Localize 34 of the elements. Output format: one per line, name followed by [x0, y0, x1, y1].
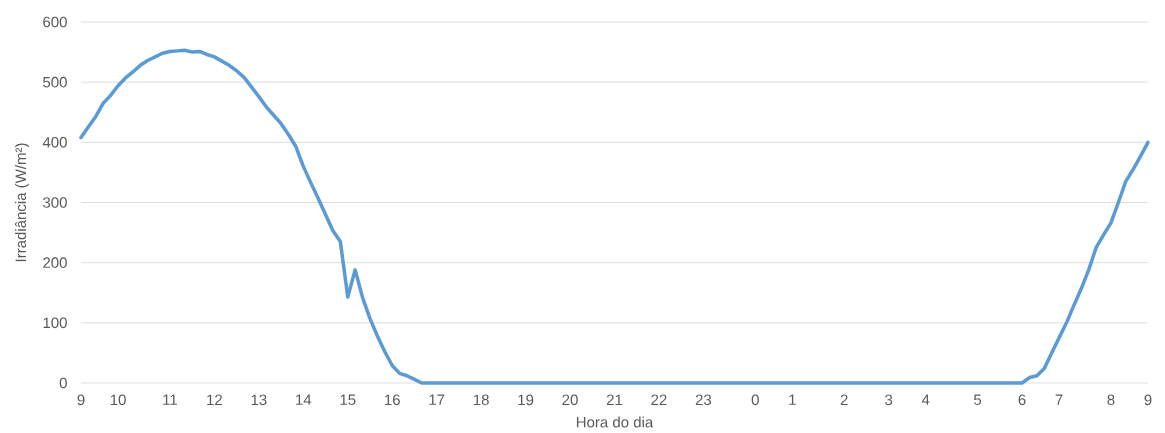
x-tick-label: 7	[1055, 394, 1063, 405]
y-tick-label: 0	[59, 377, 67, 389]
y-tick-label: 500	[43, 76, 67, 88]
x-tick-label: 9	[77, 394, 85, 406]
x-axis-title: Hora do dia	[576, 416, 654, 428]
x-tick-label: 23	[695, 394, 712, 406]
y-tick-label: 200	[43, 257, 67, 268]
x-tick-label: 2	[840, 394, 848, 405]
x-tick-label: 10	[110, 394, 126, 406]
y-axis-title: Irradiância (W/m²)	[15, 143, 30, 262]
x-tick-label: 18	[473, 394, 489, 406]
x-tick-label: 12	[207, 394, 222, 405]
x-tick-label: 14	[296, 394, 312, 405]
x-tick-label: 9	[1144, 394, 1152, 406]
x-tick-label: 13	[251, 394, 267, 406]
y-tick-label: 600	[43, 16, 67, 28]
x-tick-label: 6	[1018, 394, 1026, 406]
x-tick-label: 8	[1107, 394, 1115, 406]
x-tick-label: 19	[518, 394, 534, 406]
x-tick-label: 5	[973, 394, 982, 405]
y-tick-label: 400	[42, 137, 67, 148]
x-tick-label: 17	[429, 394, 445, 405]
x-tick-label: 3	[885, 394, 893, 406]
x-tick-label: 0	[751, 394, 759, 406]
y-tick-label: 100	[43, 317, 67, 329]
x-tick-label: 11	[163, 394, 177, 405]
x-tick-label: 1	[789, 394, 796, 405]
x-tick-label: 16	[385, 394, 400, 406]
x-tick-label: 22	[651, 394, 667, 405]
y-tick-label: 300	[43, 197, 67, 208]
x-tick-label: 21	[606, 394, 623, 405]
x-tick-label: 20	[562, 394, 578, 406]
x-tick-label: 15	[340, 394, 356, 405]
x-tick-label: 4	[921, 394, 930, 405]
